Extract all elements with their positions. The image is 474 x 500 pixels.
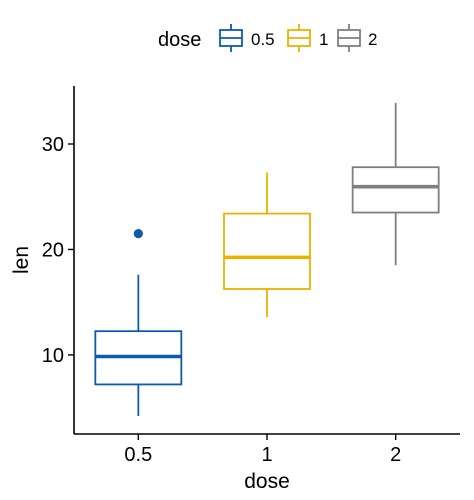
legend-title: dose [158,29,201,51]
x-tick-label: 1 [261,444,272,466]
legend-item-2: 2 [337,24,377,52]
legend-item-1: 1 [287,24,328,52]
legend-label: 1 [319,30,328,49]
y-tick-label: 30 [42,134,64,156]
box-2 [351,102,440,266]
box-iqr [223,212,311,290]
x-axis-title: dose [244,470,290,493]
legend: dose 0.5 1 2 [158,24,377,52]
y-tick-label: 20 [42,239,64,261]
legend-label: 2 [368,30,377,49]
y-tick-label: 10 [42,345,64,367]
outlier-point [133,229,143,239]
legend-label: 0.5 [251,30,275,49]
plot-area [94,102,440,417]
box-1 [223,172,311,317]
x-tick-label: 0.5 [124,444,152,466]
legend-item-0.5: 0.5 [219,24,275,52]
y-axis-title: len [10,246,33,274]
x-tick-label: 2 [390,444,401,466]
y-axis-ticks: 10 20 30 [42,134,74,367]
box-0.5 [94,229,183,417]
box-iqr [351,166,440,214]
x-axis-ticks: 0.5 1 2 [124,434,401,466]
